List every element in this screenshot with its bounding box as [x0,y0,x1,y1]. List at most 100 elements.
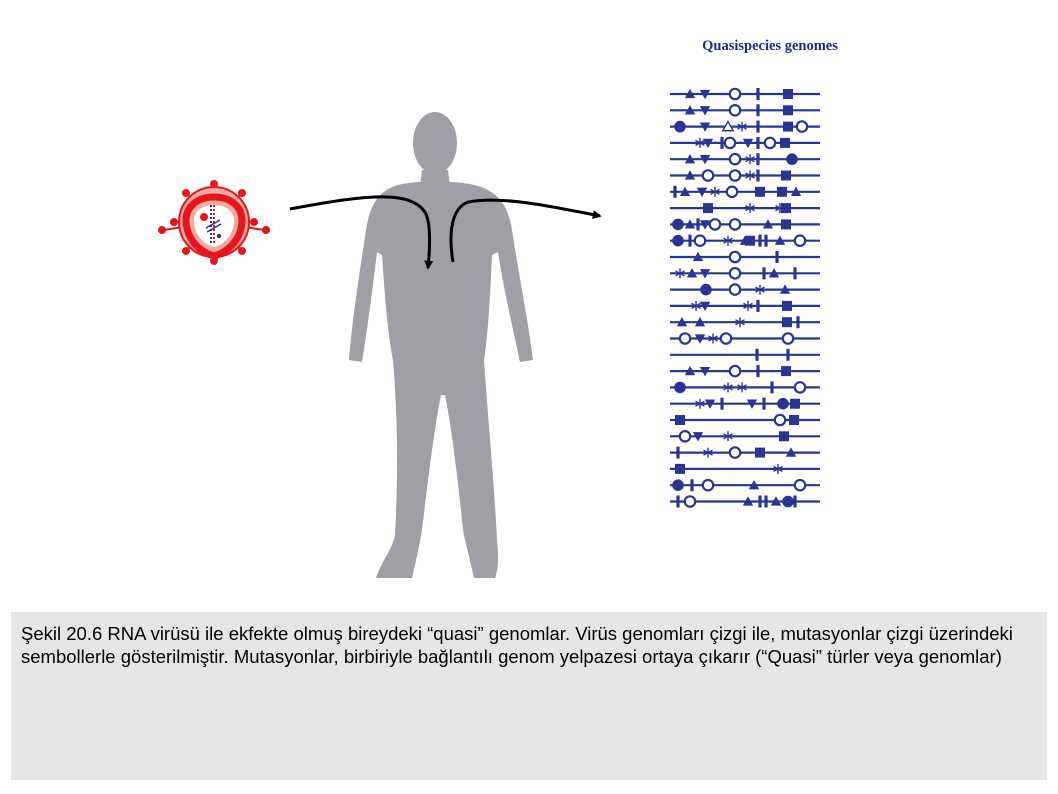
mutation-symbol [756,365,760,378]
mutation-symbol [728,218,742,231]
mutation-symbol [781,366,791,377]
mutation-symbol [793,381,807,394]
mutation-symbol [720,397,724,410]
mutation-symbol [686,268,698,278]
mutation-symbol [688,234,692,247]
quasispecies-figure: Quasispecies genomes [158,38,838,578]
mutation-symbol [691,300,701,311]
mutation-symbol [674,120,686,133]
mutation-symbol [742,496,754,506]
mutation-symbol [676,317,688,327]
mutation-symbol [720,136,724,149]
mutation-symbol [790,398,800,409]
mutation-symbol [782,300,792,311]
mutation-symbol [690,479,694,492]
mutation-symbol [728,87,742,101]
mutation-symbol [745,203,755,214]
mutation-symbol [758,234,762,247]
mutation-symbol [779,431,789,442]
mutation-symbol [695,398,705,409]
mutation-symbol [773,463,783,474]
mutation-symbol [783,89,793,99]
mutation-symbol [780,137,790,148]
mutation-symbol [755,284,765,295]
mutation-symbol [672,234,684,247]
mutation-symbol [781,203,791,214]
mutation-symbol [674,381,686,394]
mutation-symbol [684,365,696,376]
mutation-symbol [723,382,733,393]
mutation-symbol [683,495,697,508]
mutation-symbol [692,251,704,262]
mutation-symbol [785,447,797,457]
mutation-symbol [699,106,711,116]
mutation-symbol [728,152,742,166]
mutation-symbol [756,153,760,166]
mutation-symbol [728,446,742,459]
mutation-symbol [701,169,715,182]
mutation-symbol [782,317,792,328]
mutation-symbol [728,266,742,280]
mutation-symbol [723,136,737,150]
mutation-symbol [783,105,793,116]
mutation-symbol [699,220,711,230]
mutation-symbol [721,119,735,132]
mutation-symbol [793,234,807,247]
mutation-symbol [756,299,760,312]
mutation-symbol [692,432,704,442]
mutation-symbol [781,332,795,345]
rna-genome [200,205,222,244]
mutation-symbol [793,267,797,280]
mutation-symbol [770,496,782,506]
mutation-symbol [782,495,794,508]
mutation-symbol [748,480,760,490]
mutation-symbol [775,251,779,263]
mutation-symbol [756,136,760,149]
mutation-symbol [708,218,722,231]
mutation-symbol [728,104,742,117]
virus-particle-icon [158,180,270,265]
figure-canvas [158,87,820,578]
mutation-symbol [700,283,712,296]
mutation-symbol [693,234,707,247]
mutation-symbol [679,186,691,196]
mutation-symbol [728,169,742,182]
mutation-symbol [728,283,742,296]
mutation-symbol [723,235,733,246]
mutation-symbol [773,413,787,427]
mutation-symbol [676,495,680,508]
mutation-symbol [704,399,716,409]
mutation-symbol [793,478,807,492]
mutation-symbol [755,447,765,458]
mutation-symbol [779,284,791,294]
mutation-symbol [678,429,692,443]
mutation-symbol [786,153,798,165]
mutation-symbol [684,105,696,115]
mutation-symbol [675,268,685,279]
mutation-symbol [756,88,760,100]
mutation-symbol [762,267,766,280]
mutation-symbol [701,478,715,492]
mutation-symbol [684,154,696,164]
mutation-symbol [699,366,711,377]
mutation-symbol [781,219,791,230]
human-silhouette-icon [349,112,533,578]
mutation-symbol [675,463,685,474]
mutation-symbol [737,382,747,393]
mutation-symbol [764,234,768,247]
mutation-symbol [708,333,718,344]
mutation-symbol [764,495,768,508]
mutation-symbol [675,415,685,425]
mutation-symbol [699,301,711,312]
mutation-symbol [742,138,754,149]
mutation-symbol [774,235,786,245]
mutation-symbol [694,317,706,327]
figure-caption: Şekil 20.6 RNA virüsü ile ekfekte olmuş … [21,623,1013,667]
mutation-symbol [762,397,766,410]
mutation-symbol [790,186,802,196]
mutation-symbol [696,218,700,231]
mutation-symbol [695,137,705,148]
mutation-symbol [684,88,696,99]
mutation-symbol [684,219,696,229]
mutation-symbol [793,495,797,508]
